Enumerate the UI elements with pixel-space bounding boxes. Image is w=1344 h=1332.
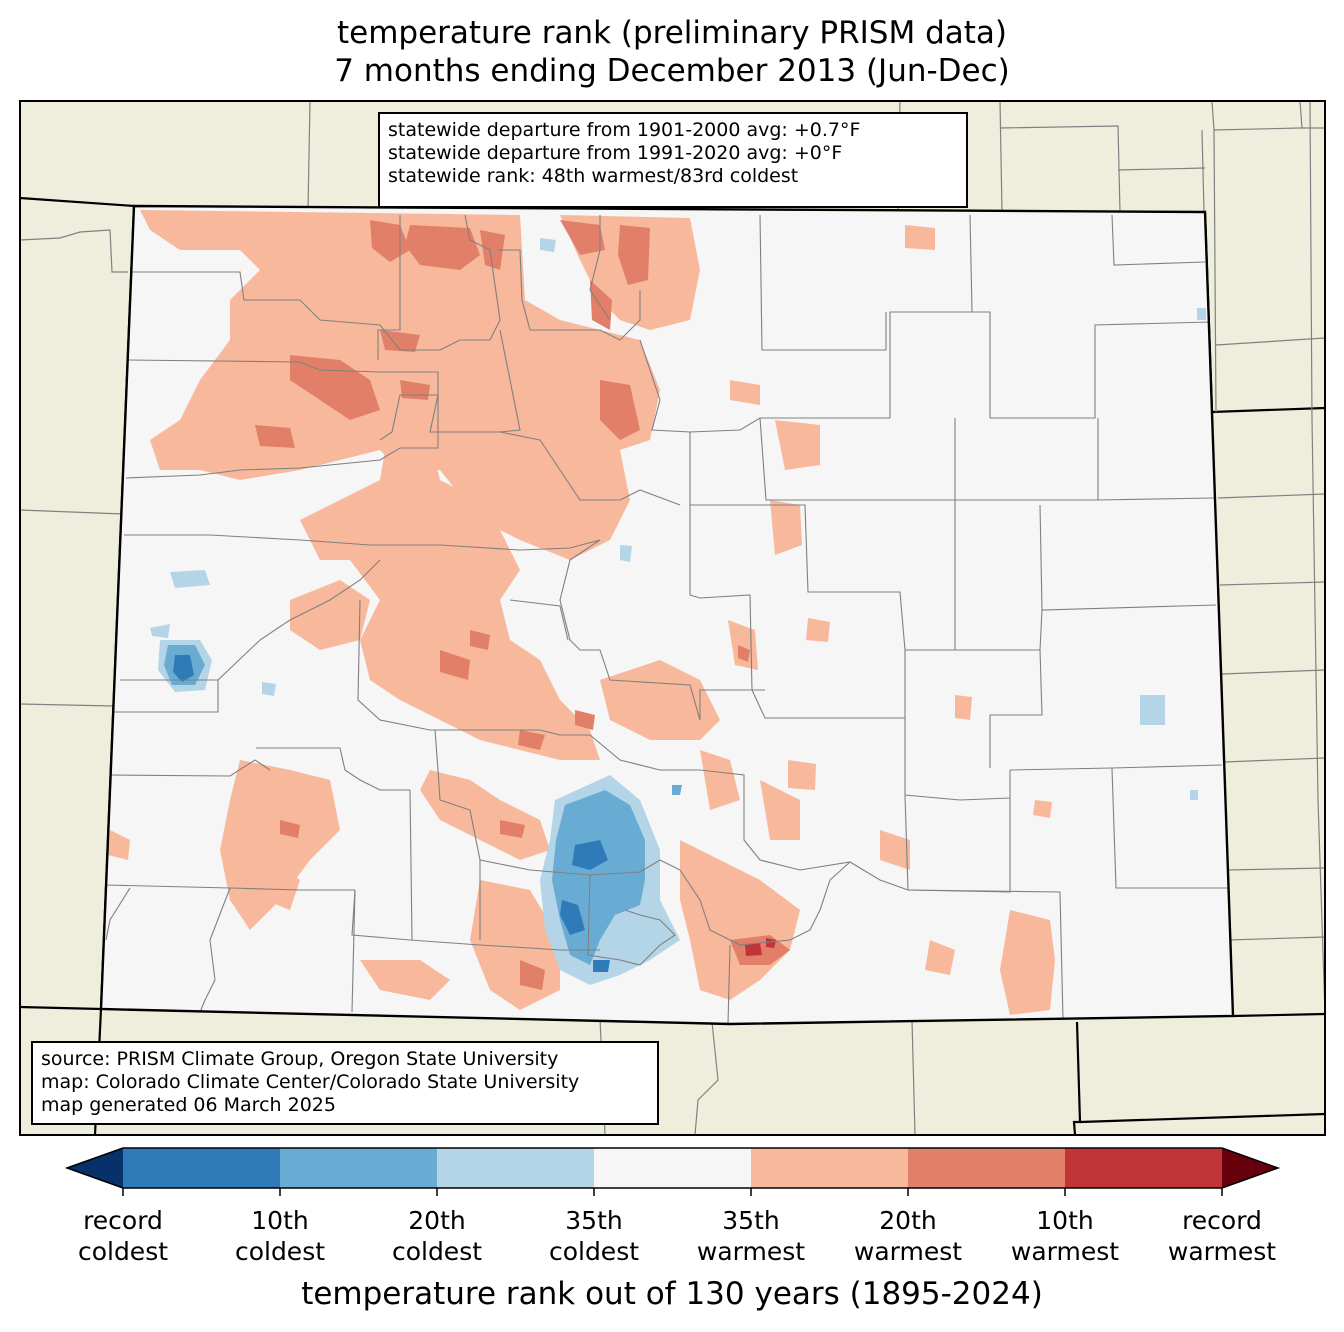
colorbar-under-triangle	[67, 1148, 123, 1188]
colorbar-bin	[437, 1148, 595, 1188]
statewide-stats-box: statewide departure from 1901-2000 avg: …	[378, 112, 968, 208]
colorbar-tick-label-rank: record	[1182, 1206, 1262, 1235]
colorbar-bin	[594, 1148, 752, 1188]
colorbar-tick-label-direction: warmest	[1010, 1237, 1120, 1266]
source-credits-box: source: PRISM Climate Group, Oregon Stat…	[31, 1041, 659, 1125]
colorbar-tick-label-rank: 10th	[1036, 1206, 1094, 1235]
colorbar	[64, 1147, 1281, 1196]
source-line: source: PRISM Climate Group, Oregon Stat…	[41, 1048, 559, 1070]
colorbar-bin	[751, 1148, 909, 1188]
stats-departure-1991-2020: statewide departure from 1991-2020 avg: …	[388, 142, 843, 164]
colorbar-tick-label-rank: 35th	[565, 1206, 623, 1235]
map-credit-line: map: Colorado Climate Center/Colorado St…	[41, 1071, 580, 1093]
colorbar-over-triangle	[1222, 1148, 1278, 1188]
colorbar-bin	[908, 1148, 1066, 1188]
colorbar-bin	[1065, 1148, 1223, 1188]
colorbar-tick-label-rank: 20th	[408, 1206, 466, 1235]
colorbar-tick-label: 20th warmest	[833, 1205, 983, 1267]
colorbar-bin	[280, 1148, 438, 1188]
stats-departure-1901-2000: statewide departure from 1901-2000 avg: …	[388, 119, 861, 141]
generated-date-line: map generated 06 March 2025	[41, 1094, 336, 1116]
map-title-line-1: temperature rank (preliminary PRISM data…	[336, 15, 1007, 51]
stats-statewide-rank: statewide rank: 48th warmest/83rd coldes…	[388, 165, 799, 187]
rank-shading	[108, 210, 1206, 1015]
colorbar-tick-label: record coldest	[48, 1205, 198, 1267]
colorbar-tick-label-direction: warmest	[696, 1237, 806, 1266]
colorado-state-border	[99, 204, 1235, 1026]
colorbar-tick-label-direction: warmest	[853, 1237, 963, 1266]
colorbar-tick-label: 35th coldest	[519, 1205, 669, 1267]
colorbar-bin	[123, 1148, 281, 1188]
colorbar-tick-label: 35th warmest	[676, 1205, 826, 1267]
colorbar-tick-label-direction: coldest	[77, 1237, 169, 1266]
colorbar-tick-label-rank: 35th	[722, 1206, 780, 1235]
map-frame	[19, 100, 1326, 1136]
colorbar-tick-label-direction: coldest	[391, 1237, 483, 1266]
colorbar-tick-label-rank: record	[83, 1206, 163, 1235]
colorbar-tick-label: 20th coldest	[362, 1205, 512, 1267]
colorbar-tick-label-direction: warmest	[1167, 1237, 1277, 1266]
colorbar-tick-label-rank: 20th	[879, 1206, 937, 1235]
colorado-county-lines	[105, 214, 1229, 1024]
colorbar-tick-label: record warmest	[1147, 1205, 1297, 1267]
colorbar-tick-label-rank: 10th	[251, 1206, 309, 1235]
map-title-line-2: 7 months ending December 2013 (Jun-Dec)	[334, 53, 1010, 89]
colorbar-tick-label-direction: coldest	[548, 1237, 640, 1266]
colorbar-tick-label: 10th warmest	[990, 1205, 1140, 1267]
colorbar-title: temperature rank out of 130 years (1895-…	[301, 1276, 1043, 1312]
colorbar-tick-label-direction: coldest	[234, 1237, 326, 1266]
colorbar-tick-label: 10th coldest	[205, 1205, 355, 1267]
